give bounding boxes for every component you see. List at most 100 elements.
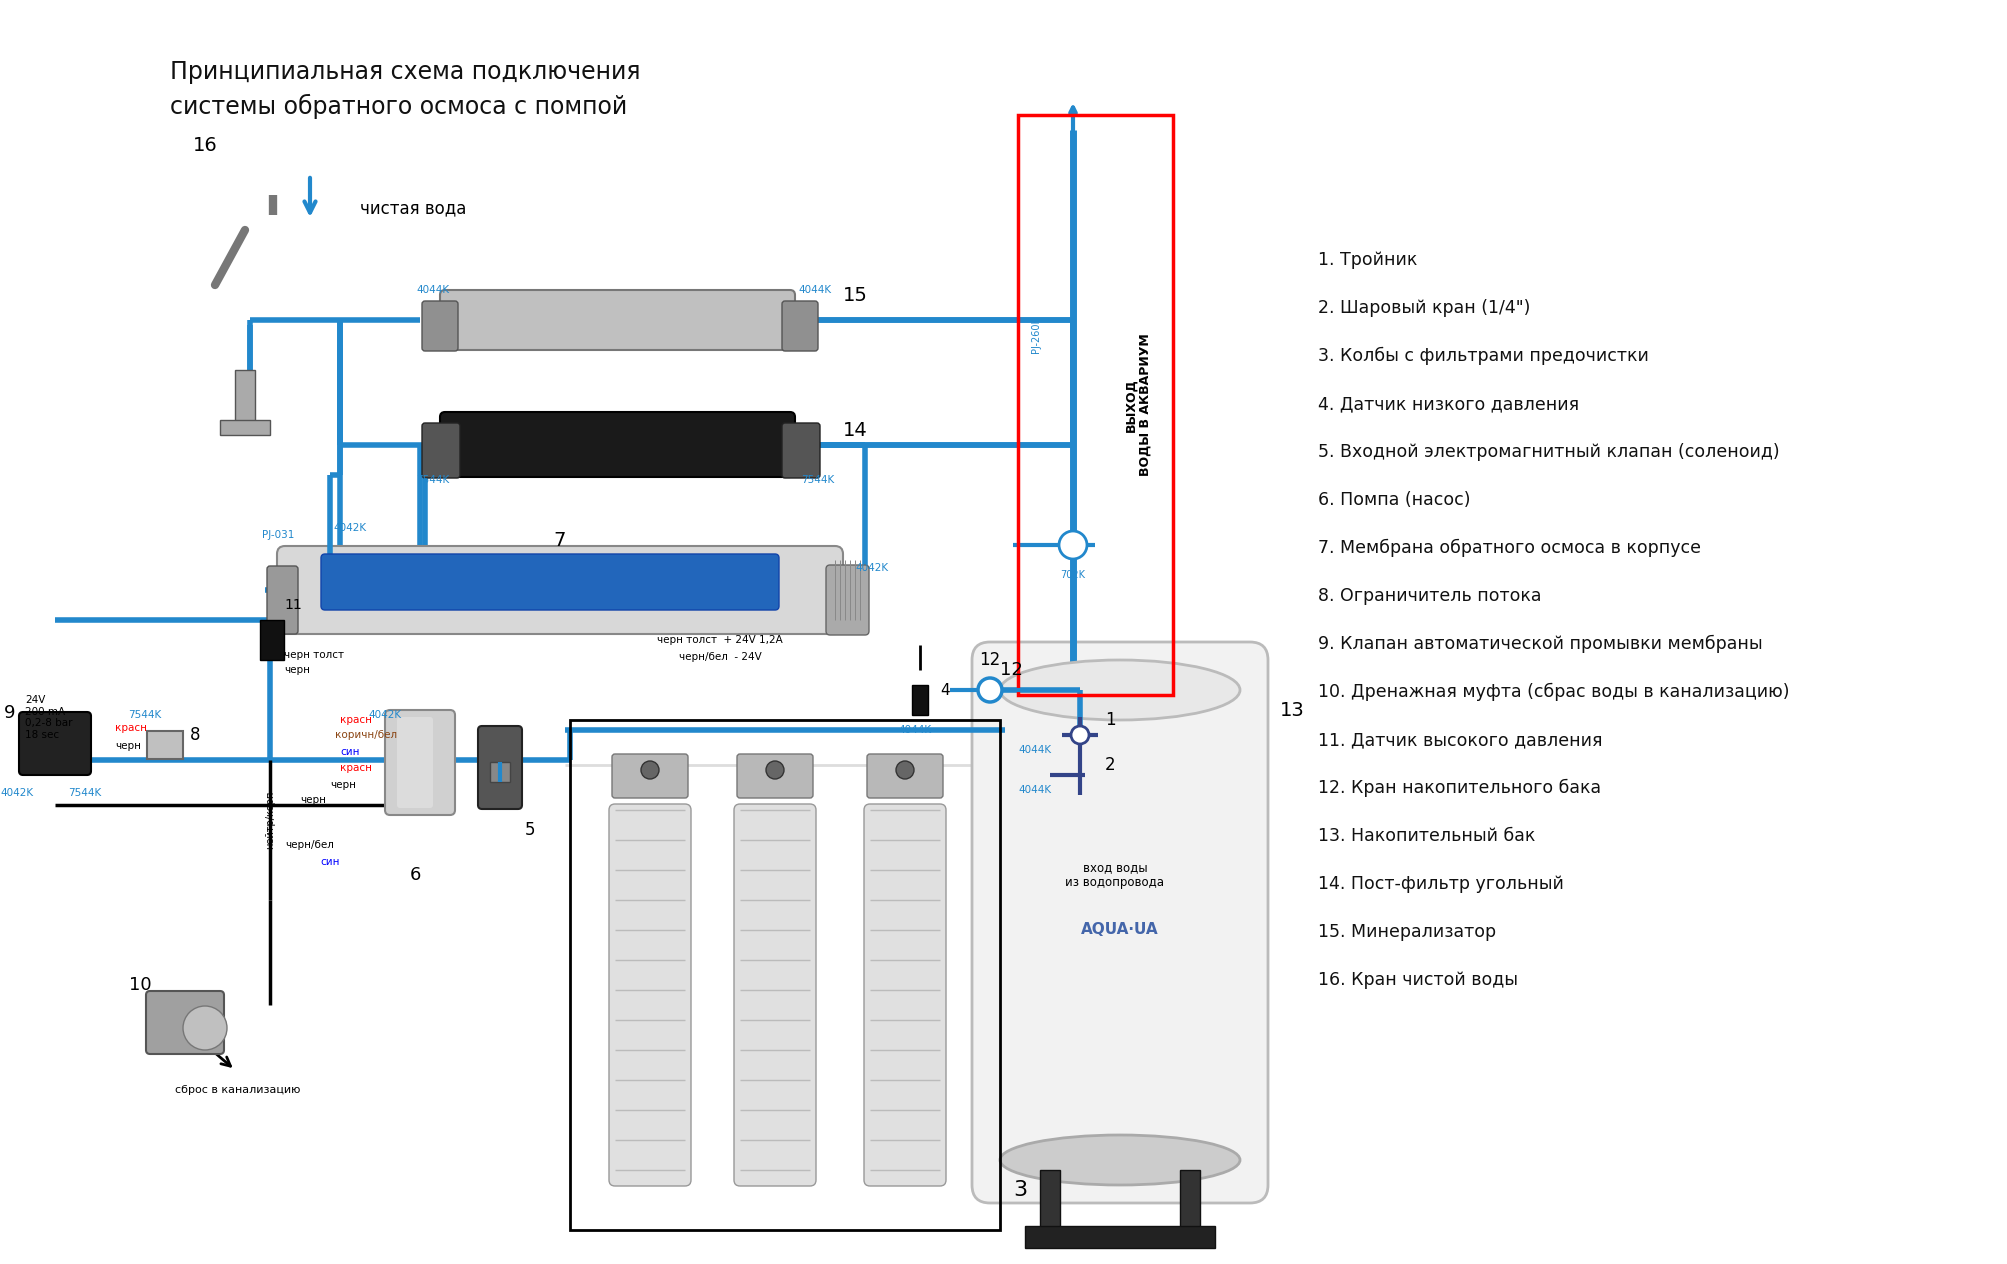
Bar — [1024, 1226, 1214, 1248]
Text: 12. Кран накопительного бака: 12. Кран накопительного бака — [1317, 779, 1600, 798]
Text: ВЫХОД
ВОДЫ В АКВАРИУМ: ВЫХОД ВОДЫ В АКВАРИУМ — [1124, 334, 1152, 477]
Text: 4044K: 4044K — [415, 284, 450, 295]
Text: черн толст: черн толст — [283, 650, 343, 660]
FancyBboxPatch shape — [825, 565, 869, 635]
Bar — [1180, 1170, 1200, 1230]
FancyBboxPatch shape — [867, 755, 943, 798]
Circle shape — [640, 761, 658, 779]
Text: 13: 13 — [1278, 700, 1305, 719]
FancyBboxPatch shape — [440, 289, 795, 350]
FancyBboxPatch shape — [385, 710, 456, 815]
FancyBboxPatch shape — [478, 726, 522, 809]
Circle shape — [183, 1006, 227, 1050]
Text: 4042K: 4042K — [333, 523, 367, 533]
Text: син: син — [319, 857, 339, 867]
Text: 4042K: 4042K — [0, 787, 34, 798]
Ellipse shape — [999, 1135, 1240, 1184]
FancyBboxPatch shape — [781, 301, 817, 351]
Text: 15: 15 — [843, 286, 867, 305]
Text: 4042K: 4042K — [367, 710, 401, 720]
Bar — [259, 621, 283, 660]
Circle shape — [1070, 726, 1088, 744]
FancyBboxPatch shape — [18, 712, 90, 775]
Text: черн: черн — [114, 741, 140, 751]
Text: 5. Входной электромагнитный клапан (соленоид): 5. Входной электромагнитный клапан (соле… — [1317, 442, 1778, 461]
Text: сброс в канализацию: сброс в канализацию — [175, 1085, 301, 1095]
Text: 4044K: 4044K — [799, 284, 831, 295]
Text: 4044K: 4044K — [1018, 744, 1052, 755]
FancyBboxPatch shape — [863, 804, 945, 1186]
Bar — [570, 720, 999, 1230]
Text: вход воды
из водопровода: вход воды из водопровода — [1066, 861, 1164, 889]
FancyBboxPatch shape — [147, 991, 225, 1054]
Text: 4044K: 4044K — [897, 726, 931, 734]
FancyBboxPatch shape — [321, 554, 779, 611]
Text: 16: 16 — [193, 135, 217, 154]
Text: 24V
200 mA
0,2-8 bar
18 sec: 24V 200 mA 0,2-8 bar 18 sec — [24, 695, 72, 739]
Text: 7544K: 7544K — [128, 710, 161, 720]
Text: 6: 6 — [409, 866, 421, 884]
Text: 1: 1 — [1104, 712, 1114, 729]
Text: 15. Минерализатор: 15. Минерализатор — [1317, 923, 1495, 940]
Text: 7. Мембрана обратного осмоса в корпусе: 7. Мембрана обратного осмоса в корпусе — [1317, 538, 1700, 557]
Text: 7544K: 7544K — [68, 787, 102, 798]
Text: 7544K: 7544K — [415, 475, 450, 485]
Text: 8. Ограничитель потока: 8. Ограничитель потока — [1317, 586, 1541, 605]
Text: PJ-031: PJ-031 — [261, 530, 295, 540]
Text: син: син — [339, 747, 359, 757]
Text: 12: 12 — [999, 661, 1022, 679]
Text: 4042K: 4042K — [855, 562, 889, 573]
Ellipse shape — [999, 660, 1240, 720]
Text: 3: 3 — [1012, 1181, 1026, 1200]
Text: 13. Накопительный бак: 13. Накопительный бак — [1317, 827, 1535, 846]
Bar — [1040, 1170, 1060, 1230]
Text: красн: красн — [339, 715, 371, 726]
Bar — [235, 370, 255, 430]
Text: 14. Пост-фильтр угольный: 14. Пост-фильтр угольный — [1317, 875, 1563, 892]
Text: 9: 9 — [4, 704, 16, 722]
Text: 4044K: 4044K — [1018, 785, 1052, 795]
Bar — [221, 420, 269, 435]
Text: 8: 8 — [189, 726, 201, 744]
Text: нейтр/корп: нейтр/корп — [265, 791, 275, 849]
Text: 6. Помпа (насос): 6. Помпа (насос) — [1317, 490, 1469, 509]
Text: 12: 12 — [979, 651, 999, 669]
FancyBboxPatch shape — [735, 804, 815, 1186]
FancyBboxPatch shape — [421, 423, 460, 478]
Bar — [911, 685, 927, 715]
Text: чистая вода: чистая вода — [359, 198, 466, 217]
Circle shape — [1058, 531, 1086, 559]
Text: черн: черн — [283, 665, 309, 675]
FancyBboxPatch shape — [608, 804, 690, 1186]
Text: 702K: 702K — [1060, 570, 1086, 580]
Text: 2. Шаровый кран (1/4"): 2. Шаровый кран (1/4") — [1317, 300, 1529, 317]
Text: 7: 7 — [554, 531, 566, 550]
FancyBboxPatch shape — [971, 642, 1266, 1203]
Text: 4: 4 — [939, 683, 949, 698]
Text: 7544K: 7544K — [801, 475, 835, 485]
Text: черн: черн — [329, 780, 355, 790]
Text: красн: красн — [114, 723, 147, 733]
Circle shape — [765, 761, 783, 779]
FancyBboxPatch shape — [612, 755, 688, 798]
Text: 10. Дренажная муфта (сбрас воды в канализацию): 10. Дренажная муфта (сбрас воды в канали… — [1317, 683, 1788, 702]
Text: черн: черн — [299, 795, 325, 805]
Text: Принципиальная схема подключения
системы обратного осмоса с помпой: Принципиальная схема подключения системы… — [171, 59, 640, 119]
Text: 4. Датчик низкого давления: 4. Датчик низкого давления — [1317, 396, 1578, 413]
Text: 10: 10 — [128, 976, 151, 994]
Text: красн: красн — [339, 763, 371, 774]
FancyBboxPatch shape — [737, 755, 813, 798]
FancyBboxPatch shape — [421, 301, 458, 351]
FancyBboxPatch shape — [267, 566, 297, 635]
FancyBboxPatch shape — [277, 546, 843, 635]
Text: 14: 14 — [843, 421, 867, 440]
Text: черн/бел  - 24V: черн/бел - 24V — [678, 652, 761, 662]
Bar — [1018, 115, 1172, 695]
Bar — [490, 762, 510, 782]
Text: черн/бел: черн/бел — [285, 841, 333, 849]
FancyBboxPatch shape — [781, 423, 819, 478]
Text: 3. Колбы с фильтрами предочистки: 3. Колбы с фильтрами предочистки — [1317, 346, 1648, 365]
Text: 11: 11 — [283, 598, 301, 612]
Text: 1. Тройник: 1. Тройник — [1317, 252, 1417, 269]
FancyBboxPatch shape — [397, 717, 434, 808]
